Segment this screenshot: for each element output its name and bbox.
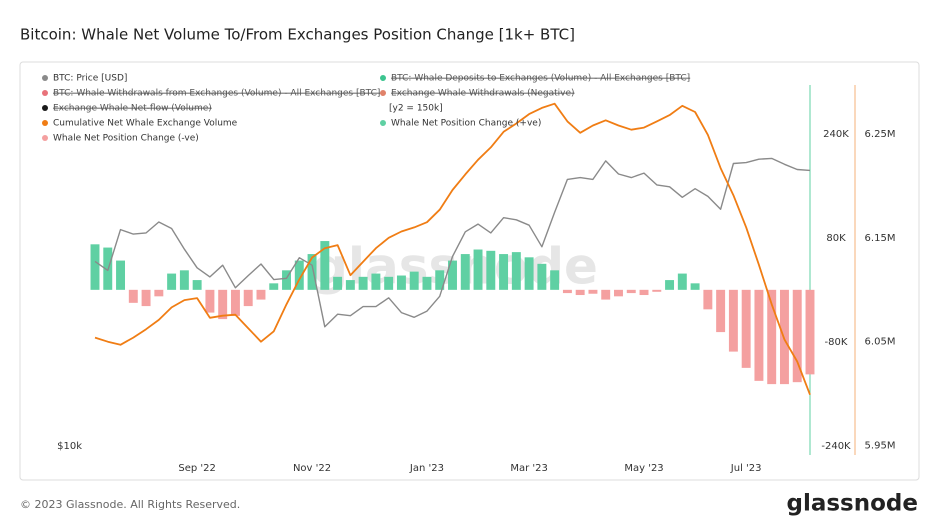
legend-label[interactable]: Cumulative Net Whale Exchange Volume [53,119,238,129]
bar [614,289,623,297]
x-tick-label: Jan '23 [409,463,444,474]
legend-marker [380,75,386,81]
y3-tick-label: 6.15M [865,233,896,244]
bar [422,276,432,290]
bar [409,271,419,290]
chart-frame [19,61,920,481]
x-tick-label: Jul '23 [730,463,762,474]
bar [167,273,177,290]
x-tick-label: Sep '22 [178,463,216,474]
bar [626,289,636,294]
bar [179,270,189,290]
bar [499,254,509,290]
bar [537,263,547,290]
bar [384,276,394,290]
bar [792,289,802,383]
bar [575,289,585,296]
bar [677,273,687,290]
bar [218,289,228,320]
bar [128,289,138,303]
bar [435,270,445,290]
bar [511,252,521,290]
y3-tick-label: 5.95M [865,441,896,452]
bar [358,276,368,290]
bar [256,289,266,300]
legend-marker [380,120,386,126]
x-tick-label: Mar '23 [510,463,548,474]
legend-label[interactable]: Whale Net Position Change (-ve) [53,134,199,144]
y2-tick-label: -80K [825,337,848,348]
x-tick-label: May '23 [624,463,663,474]
bar [269,283,279,290]
y-tick-label: $10k [57,441,82,452]
line [94,102,811,396]
bar [639,289,649,296]
legend-marker [42,135,48,141]
legend-label[interactable]: Whale Net Position Change (+ve) [391,119,541,129]
bar [550,270,560,290]
chart-title: Bitcoin: Whale Net Volume To/From Exchan… [20,26,575,44]
y2-tick-label: 240K [823,129,849,140]
bar [473,249,483,290]
bar [320,241,330,290]
logo: glassnode [787,491,919,517]
legend-label[interactable]: Exchange Whale Withdrawals (Negative) [391,89,575,99]
legend-marker [380,90,386,96]
legend-label[interactable]: BTC: Price [USD] [53,74,127,84]
bar [154,289,164,297]
bar [205,289,215,313]
bar [282,270,291,290]
y3-tick-label: 6.05M [865,337,896,348]
legend-marker [42,75,48,81]
legend-label[interactable]: BTC: Whale Deposits to Exchanges (Volume… [391,74,690,84]
bar [767,289,777,385]
bar [141,289,151,307]
bar [690,283,700,290]
bar [716,289,726,333]
bar [333,276,343,290]
copyright: © 2023 Glassnode. All Rights Reserved. [20,498,240,511]
bar [460,254,470,290]
bar [588,289,598,294]
bar [524,257,534,290]
bar [396,275,406,290]
bar [601,289,611,300]
legend-marker [42,120,48,126]
bar [371,273,381,290]
bar [754,289,764,381]
x-tick-label: Nov '22 [293,463,331,474]
bar [192,280,202,290]
bar [307,254,317,290]
bar [243,289,253,307]
bar [294,260,304,290]
y2-tick-label: -240K [821,441,851,452]
y2-tick-label: 80K [826,233,846,244]
bar [741,289,751,368]
bar [728,289,738,352]
legend-marker [42,105,48,111]
bar [90,244,100,290]
legend-note: [y2 = 150k] [389,104,443,114]
legend-label[interactable]: BTC: Whale Withdrawals from Exchanges (V… [53,89,380,99]
bar [345,280,355,290]
bar [665,280,675,290]
legend-label[interactable]: Exchange Whale Net-flow (Volume) [53,104,212,114]
bar [448,260,457,290]
bar [703,289,713,310]
legend-marker [42,90,48,96]
bar [486,250,496,290]
bar [116,260,126,290]
bar [652,289,662,292]
y3-tick-label: 6.25M [865,129,896,140]
bar [230,289,240,316]
bar [562,289,572,294]
bar [805,289,815,375]
line [94,157,811,328]
